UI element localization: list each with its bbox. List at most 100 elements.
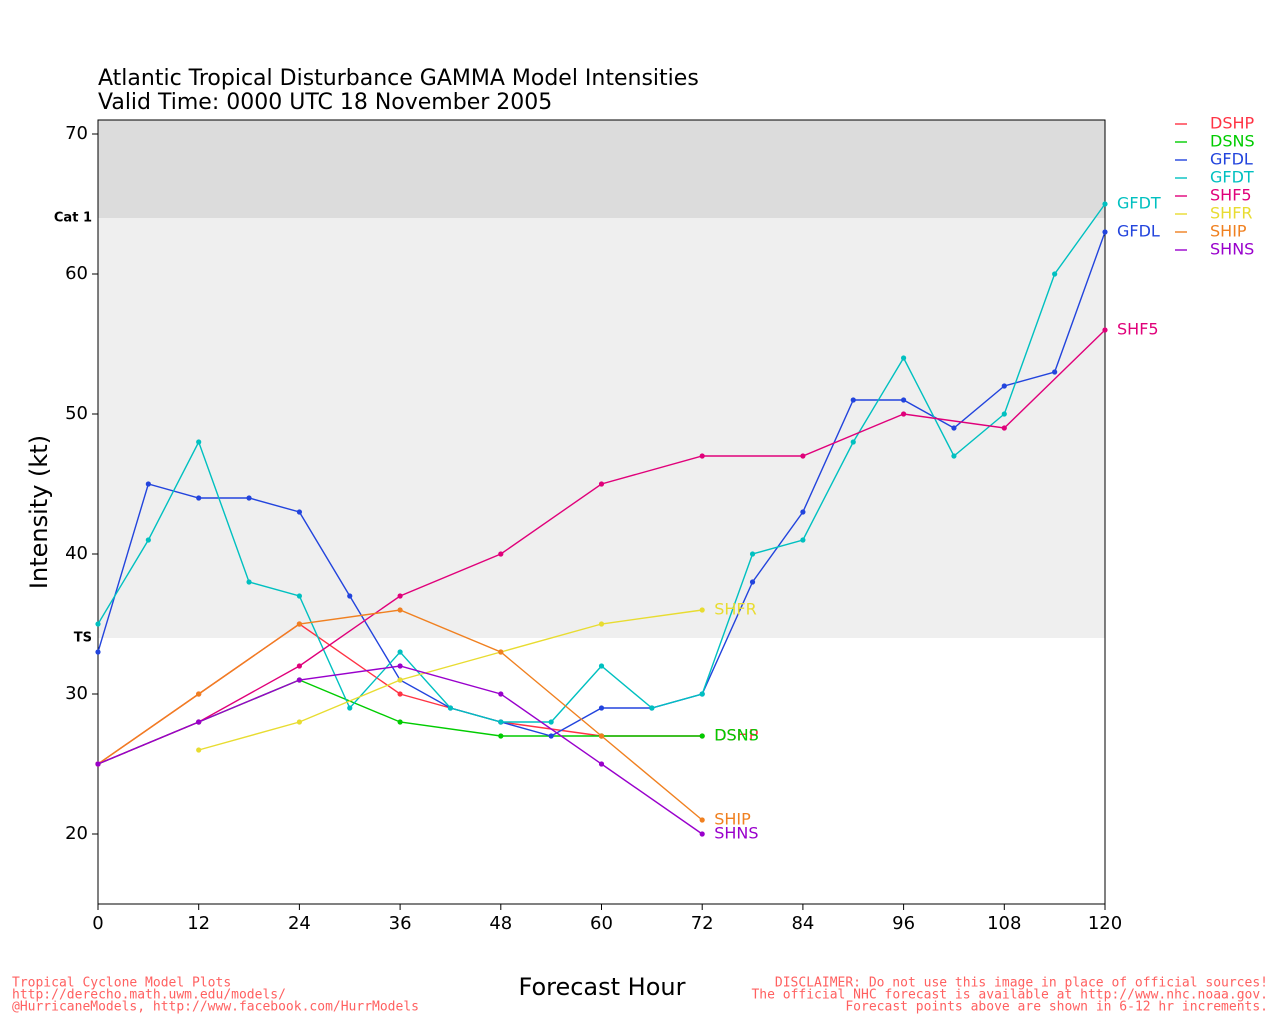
- footer-left: http://derecho.math.uwm.edu/models/: [12, 988, 286, 1003]
- data-point: [296, 677, 302, 683]
- footer-right: The official NHC forecast is available a…: [751, 988, 1268, 1003]
- data-point: [296, 621, 302, 627]
- data-point: [397, 677, 403, 683]
- data-point: [1052, 369, 1058, 375]
- data-point: [196, 691, 202, 697]
- data-point: [498, 733, 504, 739]
- data-point: [145, 537, 151, 543]
- data-point: [901, 397, 907, 403]
- footer-right: Forecast points above are shown in 6-12 …: [845, 1000, 1268, 1015]
- x-tick-label: 72: [691, 913, 714, 934]
- data-point: [196, 495, 202, 501]
- intensity-band: [98, 218, 1105, 638]
- chart-subtitle: Valid Time: 0000 UTC 18 November 2005: [98, 90, 552, 115]
- series-end-label: SHIP: [714, 810, 751, 829]
- series-end-label: SHFR: [714, 600, 757, 619]
- data-point: [397, 719, 403, 725]
- data-point: [699, 453, 705, 459]
- data-point: [598, 663, 605, 669]
- data-point: [196, 439, 202, 445]
- data-point: [397, 649, 403, 655]
- x-tick-label: 36: [389, 913, 412, 934]
- data-point: [498, 551, 504, 557]
- data-point: [951, 453, 957, 459]
- x-tick-label: 120: [1088, 913, 1122, 934]
- x-tick-label: 84: [791, 913, 814, 934]
- data-point: [196, 719, 202, 725]
- legend-label: GFDL: [1210, 150, 1253, 169]
- series-end-label: SHNS: [714, 824, 758, 843]
- legend-label: DSNS: [1210, 132, 1255, 151]
- data-point: [397, 593, 403, 599]
- data-point: [548, 719, 554, 725]
- x-tick-label: 24: [288, 913, 311, 934]
- data-point: [196, 747, 202, 753]
- x-tick-label: 48: [489, 913, 512, 934]
- y-tick-label: 70: [65, 123, 88, 144]
- footer-left: Tropical Cyclone Model Plots: [12, 976, 231, 991]
- data-point: [800, 537, 806, 543]
- data-point: [649, 705, 655, 711]
- data-point: [145, 481, 151, 487]
- series-line: [198, 609, 703, 751]
- data-point: [347, 705, 353, 711]
- data-point: [296, 663, 302, 669]
- band-label: TS: [74, 631, 92, 646]
- band-label: Cat 1: [54, 211, 92, 226]
- data-point: [699, 691, 705, 697]
- footer-left: @HurricaneModels, http://www.facebook.co…: [12, 1000, 419, 1015]
- data-point: [699, 733, 705, 739]
- x-axis-label: Forecast Hour: [519, 973, 686, 1001]
- data-point: [95, 761, 101, 767]
- data-point: [901, 411, 907, 417]
- data-point: [498, 691, 504, 697]
- data-point: [397, 663, 403, 669]
- data-point: [1102, 201, 1108, 207]
- data-point: [598, 705, 605, 711]
- data-point: [1102, 229, 1108, 235]
- y-axis-label: Intensity (kt): [25, 435, 53, 589]
- data-point: [1052, 271, 1058, 277]
- data-point: [598, 761, 605, 767]
- data-point: [598, 733, 605, 739]
- data-point: [347, 593, 353, 599]
- data-point: [901, 355, 907, 361]
- legend-label: SHIP: [1210, 222, 1247, 241]
- data-point: [246, 579, 252, 585]
- data-point: [1001, 411, 1007, 417]
- legend-label: GFDT: [1210, 168, 1254, 187]
- data-point: [397, 691, 403, 697]
- x-tick-label: 0: [92, 913, 103, 934]
- data-point: [850, 397, 856, 403]
- data-point: [800, 453, 806, 459]
- y-tick-label: 40: [65, 543, 88, 564]
- footer-right: DISCLAIMER: Do not use this image in pla…: [775, 976, 1268, 991]
- series-end-label: DSNS: [714, 726, 759, 745]
- series-end-label: GFDT: [1117, 194, 1161, 213]
- data-point: [95, 649, 101, 655]
- legend-label: SHFR: [1210, 204, 1253, 223]
- data-point: [1001, 425, 1007, 431]
- data-point: [749, 551, 756, 557]
- data-point: [1102, 327, 1108, 333]
- series-end-label: DSHP: [714, 726, 759, 745]
- y-tick-label: 50: [65, 403, 88, 424]
- data-point: [800, 509, 806, 515]
- data-point: [246, 495, 252, 501]
- data-point: [447, 705, 454, 711]
- series-line: [97, 609, 703, 821]
- x-tick-label: 60: [590, 913, 613, 934]
- intensity-band: [98, 120, 1105, 218]
- data-point: [850, 439, 856, 445]
- x-tick-label: 108: [987, 913, 1021, 934]
- data-point: [951, 425, 957, 431]
- y-tick-label: 30: [65, 683, 88, 704]
- data-point: [296, 593, 302, 599]
- legend-label: SHF5: [1210, 186, 1252, 205]
- data-point: [498, 649, 504, 655]
- data-point: [498, 719, 504, 725]
- x-tick-label: 96: [892, 913, 915, 934]
- data-point: [699, 607, 705, 613]
- data-point: [296, 719, 302, 725]
- data-point: [598, 481, 605, 487]
